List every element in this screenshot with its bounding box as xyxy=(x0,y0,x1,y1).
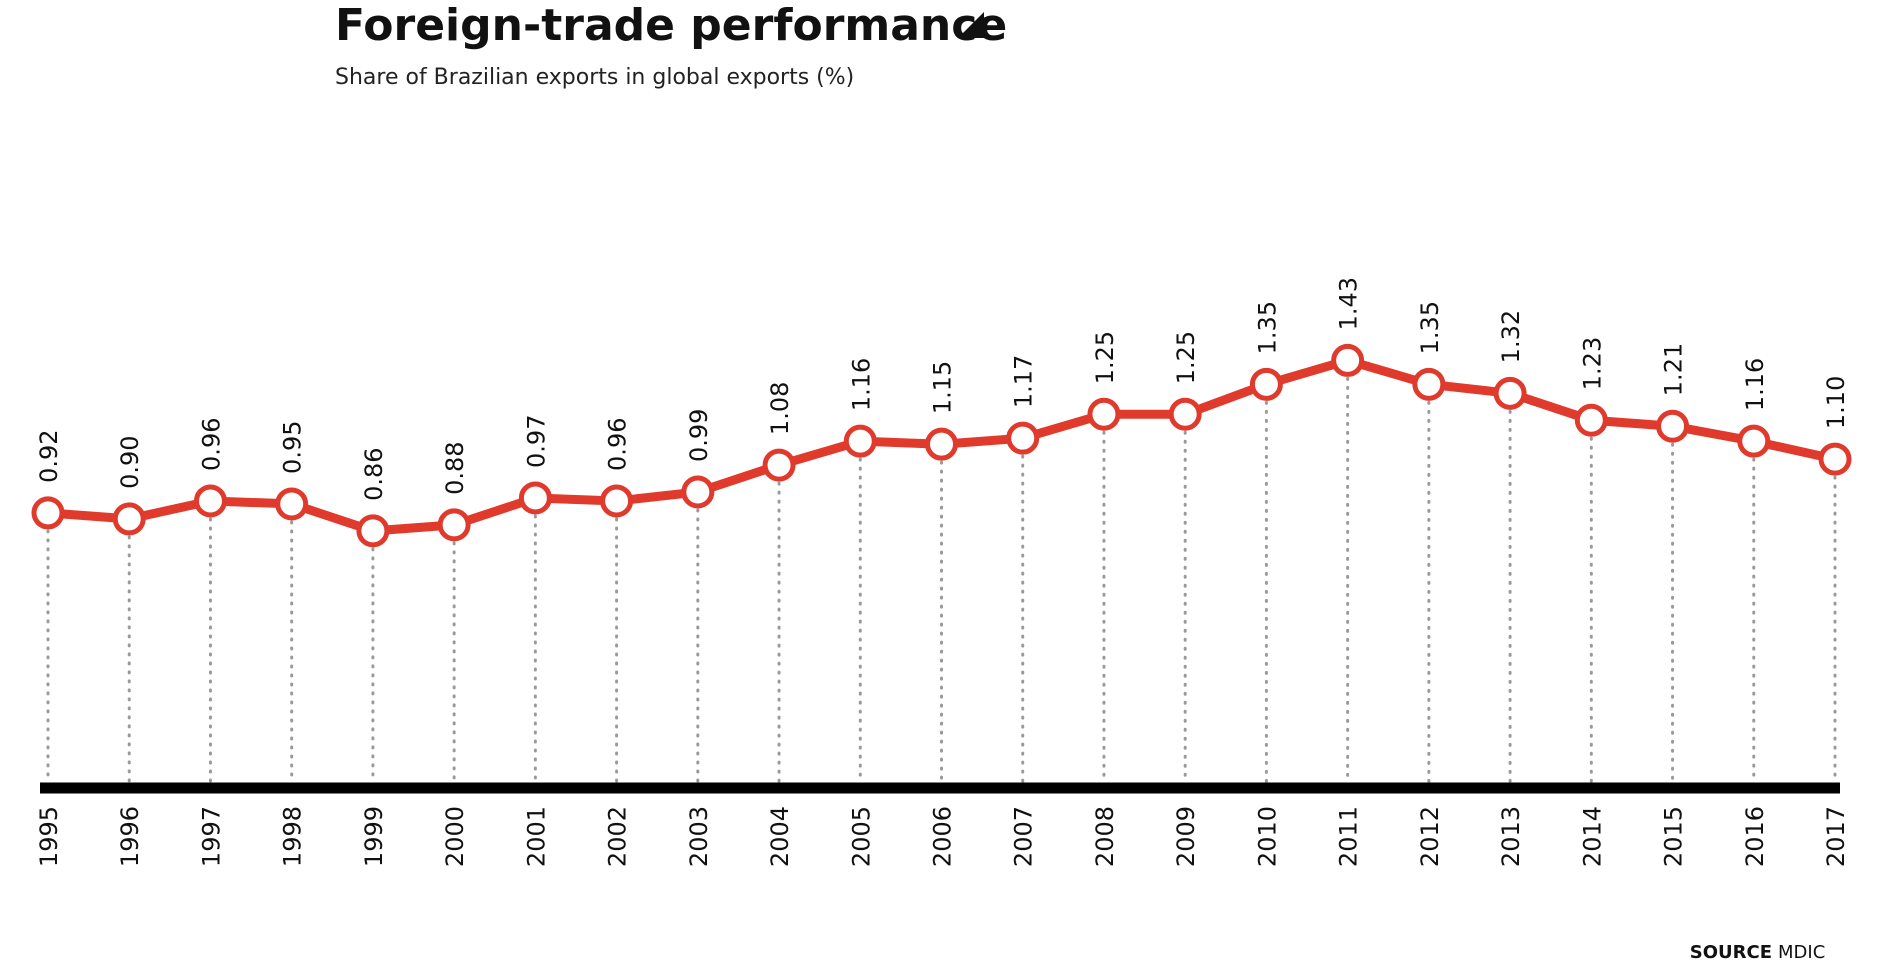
data-point-1995 xyxy=(31,496,65,530)
data-point-2007 xyxy=(1006,421,1040,455)
x-tick-label-1997: 1997 xyxy=(197,806,225,867)
data-point-2003 xyxy=(681,475,715,509)
chart-subtitle: Share of Brazilian exports in global exp… xyxy=(335,65,854,90)
value-label-2012: 1.35 xyxy=(1416,301,1444,354)
value-label-2015: 1.21 xyxy=(1660,343,1688,396)
data-point-2015 xyxy=(1656,409,1690,443)
x-tick-label-1996: 1996 xyxy=(116,806,144,867)
x-tick-label-1999: 1999 xyxy=(360,806,388,867)
value-label-2003: 0.99 xyxy=(685,409,713,462)
x-tick-label-2007: 2007 xyxy=(1010,806,1038,867)
x-tick-label-1998: 1998 xyxy=(279,806,307,867)
data-point-1997 xyxy=(193,484,227,518)
data-points xyxy=(31,343,1852,548)
x-tick-label-2004: 2004 xyxy=(766,806,794,867)
x-tick-label-2008: 2008 xyxy=(1091,806,1119,867)
value-label-1999: 0.86 xyxy=(360,447,388,500)
value-label-2007: 1.17 xyxy=(1010,355,1038,408)
data-point-2013 xyxy=(1493,376,1527,410)
value-label-2001: 0.97 xyxy=(522,415,550,468)
data-point-2000 xyxy=(437,508,471,542)
value-label-2008: 1.25 xyxy=(1091,331,1119,384)
x-tick-label-2003: 2003 xyxy=(685,806,713,867)
source-label: SOURCE xyxy=(1690,942,1772,963)
value-label-2011: 1.43 xyxy=(1335,277,1363,330)
x-tick-label-2000: 2000 xyxy=(441,806,469,867)
value-label-2009: 1.25 xyxy=(1172,331,1200,384)
value-label-2013: 1.32 xyxy=(1497,310,1525,363)
x-tick-label-2002: 2002 xyxy=(604,806,632,867)
value-label-1996: 0.90 xyxy=(116,435,144,488)
data-point-2002 xyxy=(600,484,634,518)
data-point-2010 xyxy=(1249,367,1283,401)
x-tick-label-2015: 2015 xyxy=(1660,806,1688,867)
value-label-2016: 1.16 xyxy=(1741,358,1769,411)
x-tick-label-2010: 2010 xyxy=(1253,806,1281,867)
dotted-guide-lines xyxy=(46,376,1837,784)
data-point-2017 xyxy=(1818,442,1852,476)
x-tick-label-2013: 2013 xyxy=(1497,806,1525,867)
source-value: MDIC xyxy=(1778,942,1825,963)
title-triangle-icon xyxy=(958,12,984,38)
x-tick-label-2016: 2016 xyxy=(1741,806,1769,867)
x-tick-label-2001: 2001 xyxy=(522,806,550,867)
value-label-2006: 1.15 xyxy=(929,361,957,414)
value-label-1997: 0.96 xyxy=(197,418,225,471)
value-label-1998: 0.95 xyxy=(279,421,307,474)
data-point-2011 xyxy=(1331,343,1365,377)
data-point-2016 xyxy=(1737,424,1771,458)
x-tick-label-2005: 2005 xyxy=(847,806,875,867)
x-tick-label-2009: 2009 xyxy=(1172,806,1200,867)
chart-title: Foreign-trade performance xyxy=(335,0,1007,51)
data-point-2001 xyxy=(518,481,552,515)
x-tick-label-2017: 2017 xyxy=(1822,806,1850,867)
data-point-2005 xyxy=(843,424,877,458)
x-tick-label-2006: 2006 xyxy=(929,806,957,867)
data-point-2012 xyxy=(1412,367,1446,401)
data-point-1996 xyxy=(112,502,146,536)
x-tick-label-2011: 2011 xyxy=(1335,806,1363,867)
value-label-2000: 0.88 xyxy=(441,441,469,494)
value-label-2017: 1.10 xyxy=(1822,376,1850,429)
value-label-2014: 1.23 xyxy=(1578,337,1606,390)
x-tick-label-2014: 2014 xyxy=(1578,806,1606,867)
data-point-2006 xyxy=(925,427,958,461)
data-point-2008 xyxy=(1087,397,1121,431)
x-tick-label-2012: 2012 xyxy=(1416,806,1444,867)
data-point-2009 xyxy=(1168,397,1202,431)
data-value-labels: 0.92 0.90 0.96 0.95 0.86 0.88 0.97 0.96 0.99 1.08… xyxy=(35,277,1850,501)
value-label-1995: 0.92 xyxy=(35,429,63,482)
data-point-2004 xyxy=(762,448,796,482)
x-tick-labels: 1995 1996 1997 1998 1999 2000 2001 2002 2003 2004… xyxy=(35,806,1850,867)
data-point-1999 xyxy=(356,514,390,548)
value-label-2010: 1.35 xyxy=(1253,301,1281,354)
value-label-2004: 1.08 xyxy=(766,382,794,435)
data-point-2014 xyxy=(1574,403,1608,437)
value-label-2005: 1.16 xyxy=(847,358,875,411)
x-tick-label-1995: 1995 xyxy=(35,806,63,867)
data-point-1998 xyxy=(275,487,309,521)
value-label-2002: 0.96 xyxy=(604,418,632,471)
